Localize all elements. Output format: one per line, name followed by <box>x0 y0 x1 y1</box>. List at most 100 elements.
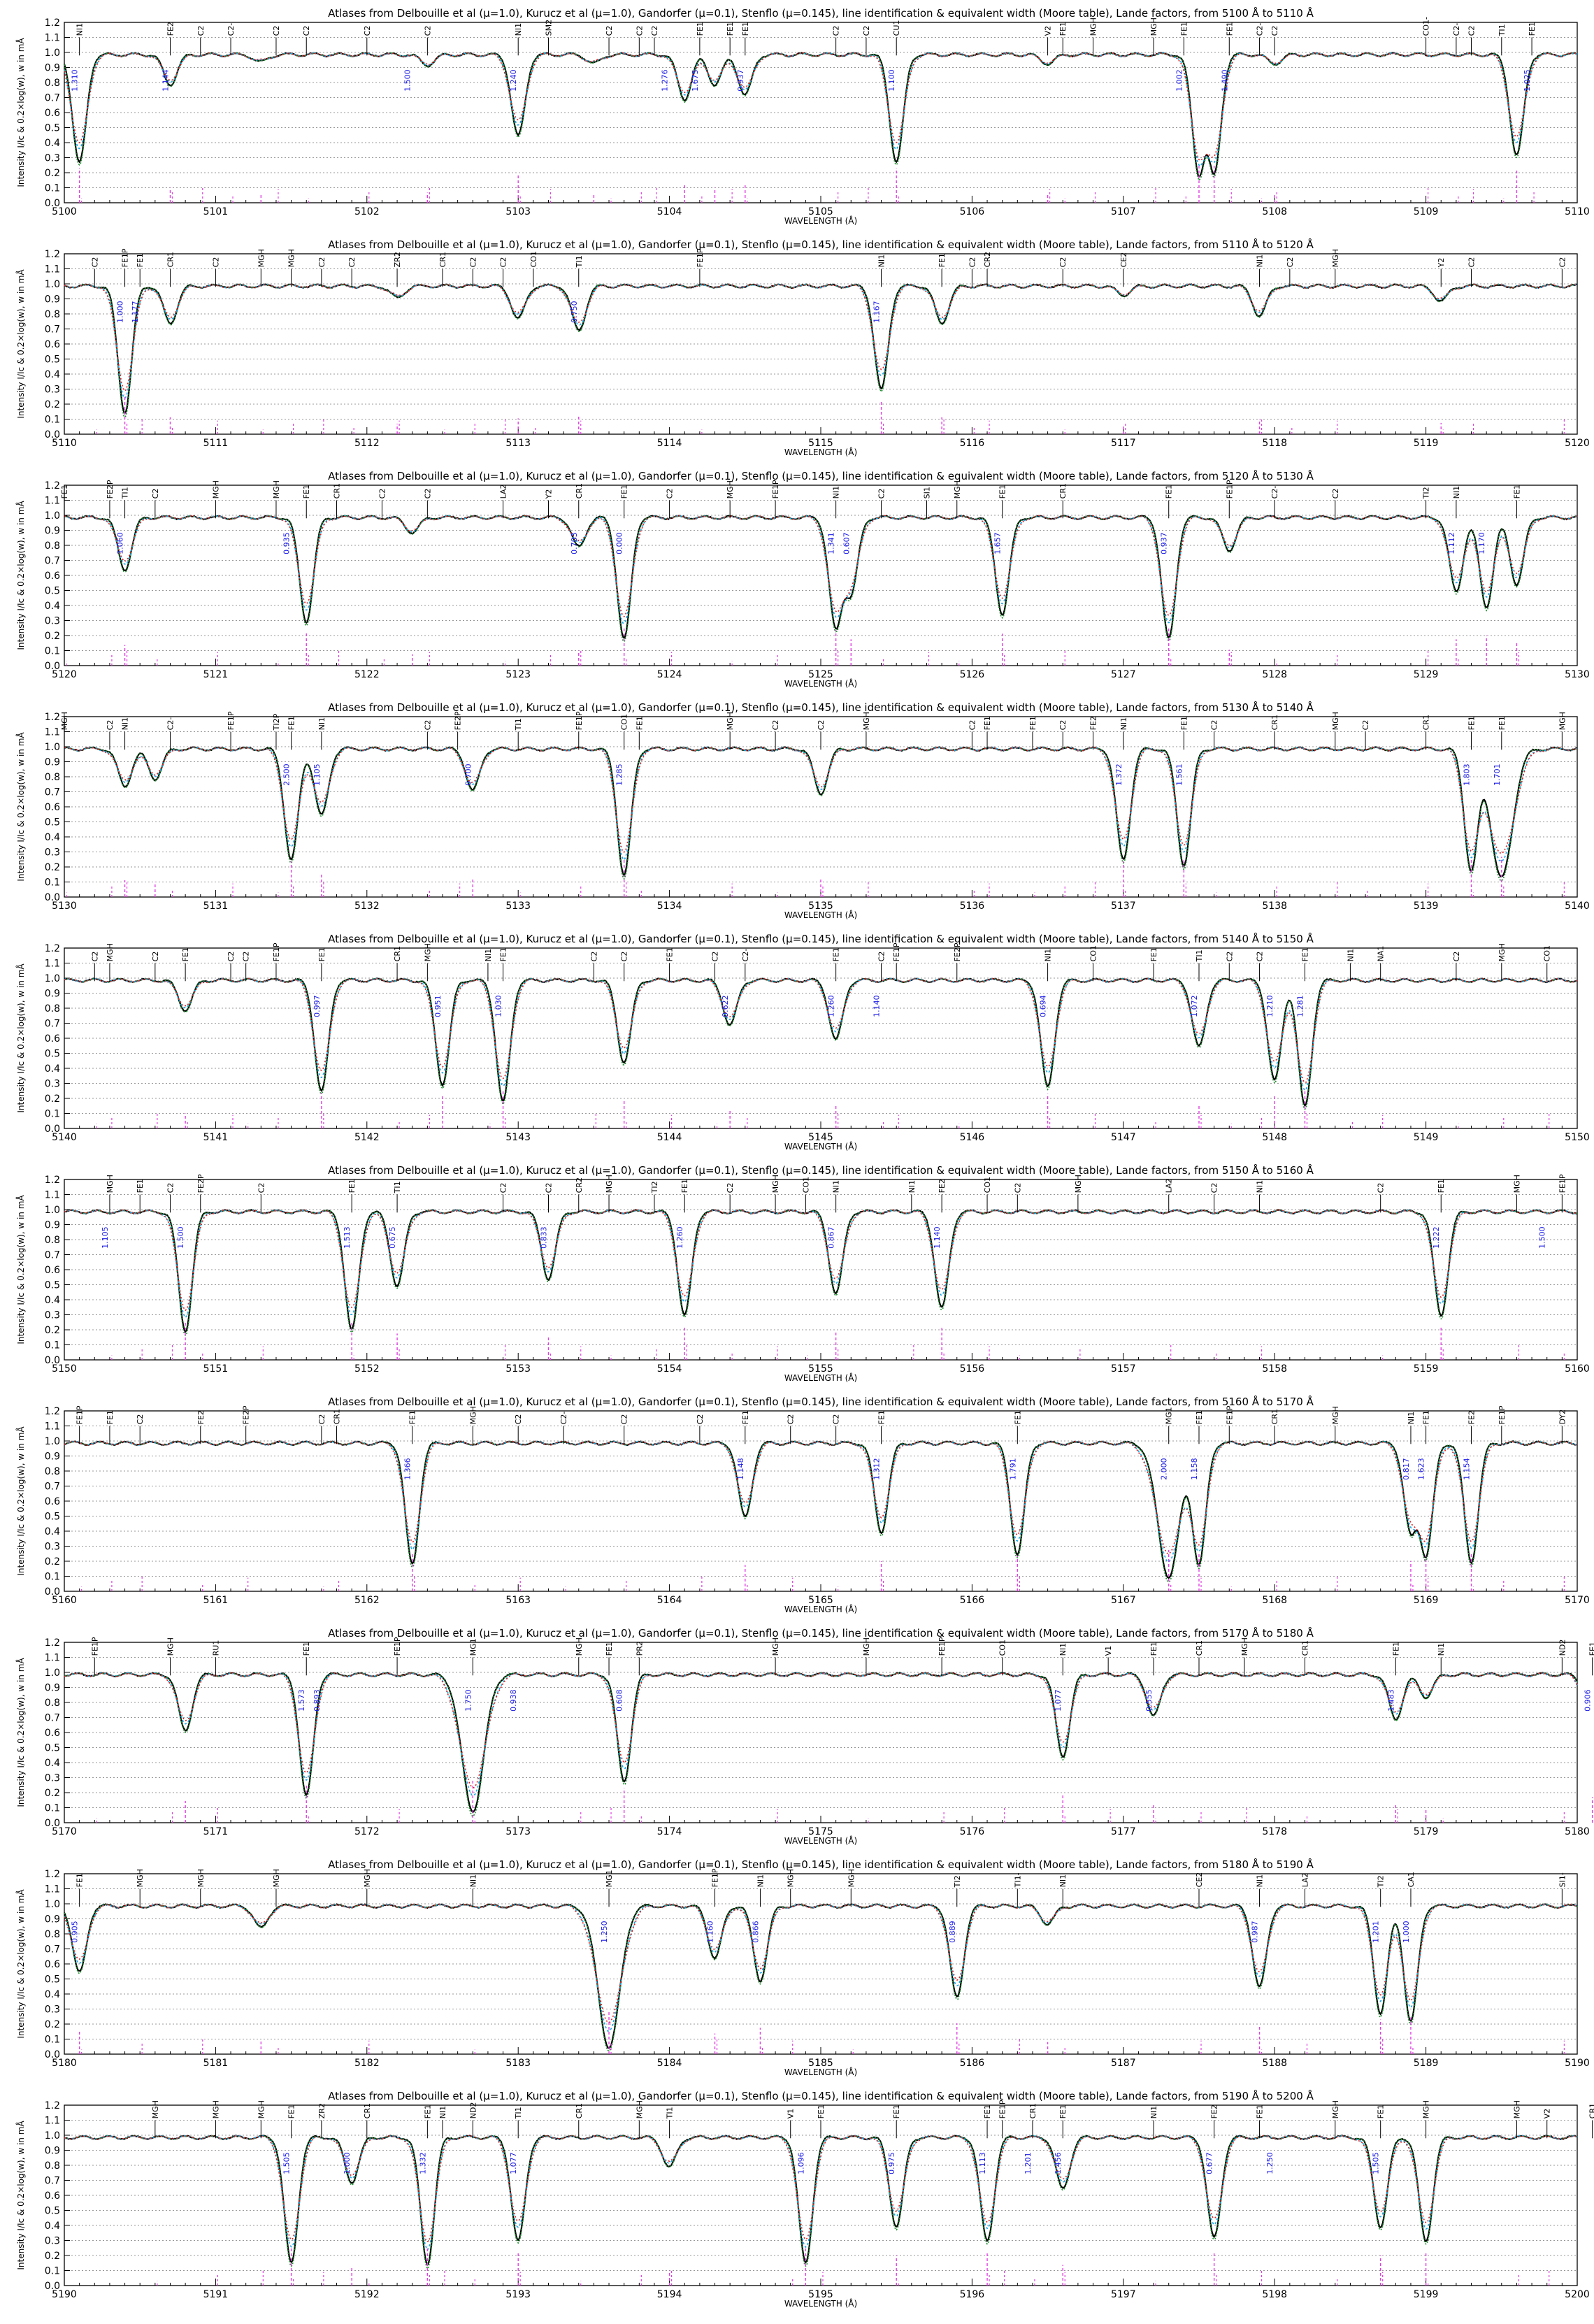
line-id-label: C2- <box>559 1412 568 1425</box>
line-id-label: TI1 <box>514 718 523 731</box>
y-tick-label: 0.1 <box>45 877 60 889</box>
lande-factor-label: 1.573 <box>297 1689 306 1712</box>
y-tick-label: 1.2 <box>45 2100 60 2111</box>
line-id-label: MGH <box>1512 2100 1521 2118</box>
line-id-label: FE1P <box>938 1637 947 1656</box>
y-tick-label: 1.2 <box>45 1406 60 1417</box>
lande-factor-label: 1.000 <box>343 2152 352 2174</box>
line-id-label: C2 <box>968 257 977 268</box>
line-id-label: C2 <box>1210 1183 1219 1193</box>
line-id-label: FE1 <box>287 716 296 730</box>
x-tick-label: 5188 <box>1262 2058 1287 2069</box>
line-id-label: MGH <box>771 1637 780 1656</box>
y-tick-label: 0.5 <box>45 817 60 829</box>
lande-factor-label: 1.505 <box>282 2152 292 2174</box>
lande-factor-label: 1.260 <box>675 1226 684 1249</box>
y-tick-label: 0.8 <box>45 1698 60 1709</box>
lande-factor-label: 0.622 <box>721 995 730 1017</box>
line-id-label: C2 <box>106 720 115 731</box>
line-id-label: C2 <box>1270 26 1279 36</box>
line-id-label: MGH <box>363 1869 372 1887</box>
y-tick-label: 0.6 <box>45 571 60 582</box>
line-id-label: NI1 <box>1058 1874 1068 1887</box>
x-tick-label: 5110 <box>52 438 77 449</box>
panel-5: Atlases from Delbouille et al (μ=1.0), K… <box>15 932 1590 1152</box>
y-tick-label: 0.9 <box>45 1220 60 1231</box>
lande-factor-label: 1.657 <box>993 532 1003 554</box>
y-axis-label: Intensity I/Ic & 0.2×log(w), w in mÅ <box>15 1889 26 2039</box>
x-tick-label: 5140 <box>1565 901 1590 912</box>
panel-title: Atlases from Delbouille et al (μ=1.0), K… <box>328 6 1314 20</box>
line-id-label: NI1 <box>1044 949 1053 961</box>
line-id-label: CR1 <box>1270 715 1279 730</box>
line-id-label: C2 <box>620 1414 629 1425</box>
spectrum-kurucz <box>64 283 1578 418</box>
lande-factor-label: 1.000 <box>116 301 125 323</box>
lande-factor-label: 1.623 <box>1417 1458 1426 1480</box>
line-id-label: FE1P <box>1558 1174 1567 1193</box>
line-id-label: C2 <box>666 489 675 499</box>
x-tick-label: 5134 <box>657 901 682 912</box>
y-tick-label: 0.2 <box>45 1093 60 1105</box>
line-id-label: CR2 <box>983 252 992 267</box>
y-tick-label: 0.1 <box>45 1803 60 1814</box>
panel-title: Atlases from Delbouille et al (μ=1.0), K… <box>328 1395 1314 1408</box>
spectrum-gandorfer <box>64 1440 1578 1555</box>
y-tick-label: 0.2 <box>45 1788 60 1799</box>
line-id-label: LA2 <box>499 484 508 498</box>
x-tick-label: 5101 <box>203 206 229 217</box>
line-id-label: FE1 <box>136 253 145 267</box>
x-tick-label: 5190 <box>52 2289 77 2300</box>
line-id-label: NI1 <box>1058 1643 1068 1656</box>
y-tick-label: 0.0 <box>45 2281 60 2292</box>
x-tick-label: 5178 <box>1262 1826 1287 1837</box>
line-id-label: C2 <box>787 1414 796 1425</box>
y-tick-label: 0.4 <box>45 1526 60 1537</box>
y-tick-label: 0.9 <box>45 1914 60 1925</box>
x-tick-label: 5166 <box>960 1595 985 1606</box>
x-tick-label: 5100 <box>52 206 77 217</box>
line-id-label: FE2P <box>242 1405 251 1424</box>
line-id-label: C2 <box>771 720 780 731</box>
line-id-label: MGH <box>272 480 281 498</box>
line-id-label: FE1 <box>635 716 644 730</box>
y-tick-label: 0.8 <box>45 78 60 89</box>
line-id-label: TI2 <box>1377 1875 1386 1888</box>
line-id-label: MGH <box>1331 712 1340 730</box>
line-id-label: FE1P <box>771 480 780 498</box>
line-id-label: C2 <box>1467 26 1477 36</box>
line-id-label: FE1 <box>666 947 675 961</box>
line-id-label: C2 <box>605 26 614 36</box>
line-id-label: CO1 <box>801 1177 810 1193</box>
spectrum-stenflo <box>64 977 1578 1091</box>
y-tick-label: 0.1 <box>45 1109 60 1120</box>
line-id-label: FE1P <box>1225 1405 1234 1424</box>
y-tick-label: 0.4 <box>45 2221 60 2232</box>
line-id-label: MGH <box>136 1869 145 1887</box>
y-tick-label: 0.1 <box>45 183 60 194</box>
line-id-label: NI1 <box>832 486 841 498</box>
line-id-label: C2 <box>832 26 841 36</box>
line-id-label: MGH <box>787 1869 796 1887</box>
y-tick-label: 0.2 <box>45 2019 60 2030</box>
line-id-label: C2 <box>227 952 236 962</box>
x-tick-label: 5183 <box>505 2058 531 2069</box>
y-tick-label: 0.7 <box>45 93 60 104</box>
line-id-label: TI1 <box>514 2107 523 2119</box>
y-tick-label: 0.9 <box>45 526 60 537</box>
x-tick-label: 5169 <box>1414 1595 1439 1606</box>
line-id-label: FE1 <box>1028 716 1037 730</box>
line-id-label: MGH <box>106 943 115 961</box>
y-tick-label: 0.0 <box>45 661 60 672</box>
line-id-label: FE1 <box>1512 485 1521 498</box>
lande-factor-label: 1.260 <box>827 995 836 1017</box>
lande-factor-label: 0.975 <box>887 2152 896 2174</box>
y-tick-label: 1.0 <box>45 510 60 522</box>
line-id-label: FE1 <box>605 1642 614 1656</box>
y-tick-label: 1.2 <box>45 17 60 29</box>
line-id-label: NI1 <box>1256 254 1265 267</box>
line-id-label: C2 <box>1286 257 1295 268</box>
x-tick-label: 5106 <box>960 206 985 217</box>
spectrum-kurucz <box>64 1440 1578 1583</box>
line-id-label: MGH <box>1074 1175 1083 1193</box>
